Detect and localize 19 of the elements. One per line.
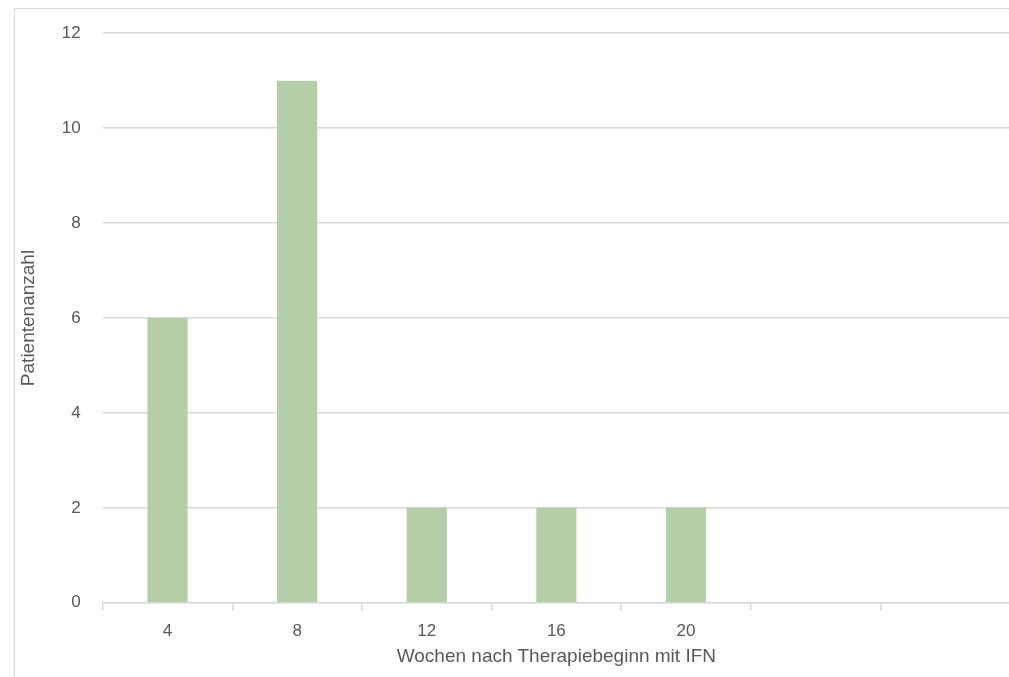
bar [406, 507, 447, 603]
y-tick-label: 4 [71, 402, 81, 422]
x-tick-label: 12 [417, 620, 437, 640]
x-tick-label: 16 [546, 620, 566, 640]
x-tick-label: 20 [676, 620, 696, 640]
bar [536, 507, 577, 603]
y-tick-label: 2 [71, 497, 81, 517]
y-tick-label: 6 [71, 307, 81, 327]
y-tick-label: 8 [71, 212, 81, 232]
x-tick-label: 4 [162, 620, 173, 640]
y-tick-label: 10 [61, 117, 81, 137]
bar [147, 318, 188, 603]
y-axis-title: Patientenanzahl [16, 249, 38, 387]
bar [277, 80, 318, 603]
x-tick-label: 8 [292, 620, 302, 640]
y-tick-label: 12 [61, 22, 81, 42]
x-axis-title: Wochen nach Therapiebeginn mit IFN [396, 644, 717, 666]
y-tick-label: 0 [71, 592, 81, 612]
bar [665, 507, 707, 603]
